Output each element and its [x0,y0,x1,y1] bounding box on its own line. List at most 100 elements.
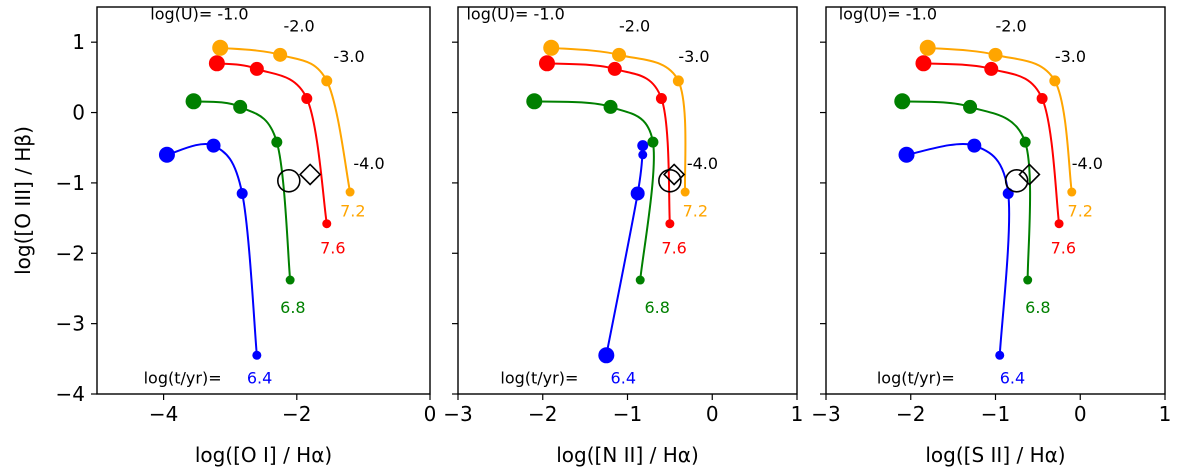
data-point [607,61,622,76]
panel-3: log(U)= -1.0 -2.0 -3.0 -4.0 7.2 7.6 6.8 log(t/y… [811,5,1171,467]
y-tick-label: 0 [72,101,85,125]
series-7.2 [543,39,690,197]
panel-1: log(U)= -1.0 -2.0 -3.0 -4.0 7.2 7.6 6.8 log(t/y… [11,5,436,467]
data-point [252,350,262,360]
annotation-label: log(t/yr)= [500,368,578,387]
x-tick-label: −4 [149,402,178,426]
data-point [322,219,332,229]
data-point [1002,187,1014,199]
data-point [915,55,932,72]
data-point [647,136,659,148]
series-line [927,46,1073,193]
series-7.6 [538,55,675,229]
annotation-label: -3.0 [333,47,364,66]
data-point [967,138,982,153]
series-7.6 [915,55,1064,229]
observed-diamond-marker [1018,163,1041,186]
x-tick-label: 0 [424,402,437,426]
series-line [546,62,671,224]
annotation-label: -2.0 [283,17,314,36]
axes-frame [96,6,431,395]
x-tick-label: −2 [282,402,311,426]
data-point [208,55,225,72]
x-tick-label: 0 [706,402,719,426]
series-line [923,62,1061,224]
data-point [301,92,313,104]
series-7.6 [208,55,332,229]
annotation-label: 6.4 [611,368,636,387]
data-point [206,138,221,153]
data-point [285,275,295,285]
y-tick-label: 1 [72,30,85,54]
data-point [1023,275,1033,285]
axes-frame [457,6,798,395]
series-line [605,143,645,356]
data-point [898,146,915,163]
y-axis-label: log([O III] / Hβ) [11,126,35,275]
observed-diamond-marker [662,163,686,186]
data-point [233,99,248,114]
annotation-label: -4.0 [687,154,718,173]
data-point [665,219,675,229]
annotation-label: 7.6 [1051,238,1076,257]
annotation-label: 7.2 [683,202,708,221]
annotation-label: log(U)= -1.0 [150,5,248,24]
series-6.4 [158,138,262,360]
data-point [1019,136,1031,148]
series-line [906,142,1011,356]
data-point [345,187,355,197]
annotation-label: 7.6 [661,238,686,257]
annotation-label: 6.8 [1025,298,1050,317]
series-line [216,62,328,224]
data-point [598,347,615,364]
annotation-label: 6.4 [247,368,272,387]
data-point [894,93,911,110]
x-tick-label: −1 [981,402,1010,426]
data-point [984,61,999,76]
series-7.2 [212,39,355,197]
data-point [603,99,618,114]
data-point [1036,92,1048,104]
x-tick-label: 0 [1074,402,1087,426]
y-tick-label: −1 [56,171,85,195]
series-line [902,100,1032,281]
data-point [963,99,978,114]
data-point [638,150,648,160]
annotation-label: log(U)= -1.0 [839,5,937,24]
data-point [680,187,690,197]
annotation-label: 6.8 [280,298,305,317]
data-point [158,146,175,163]
x-tick-label: −3 [811,402,840,426]
annotation-label: 7.2 [340,202,365,221]
annotation-label: log(t/yr)= [877,368,955,387]
series-line [193,100,292,281]
data-point [672,75,684,87]
series-7.2 [919,39,1077,197]
data-point [1067,187,1077,197]
x-axis-label: log([N II] / Hα) [556,443,699,467]
observed-circle-marker [277,168,301,193]
data-point [637,140,649,152]
annotation-label: 6.8 [644,298,669,317]
observed-circle-marker [1004,168,1029,193]
data-point [185,93,202,110]
data-point [612,47,627,62]
annotation-label: log(U)= -1.0 [466,5,564,24]
data-point [988,47,1003,62]
annotation-label: 6.4 [1000,368,1025,387]
series-6.8 [185,93,295,285]
annotation-label: -4.0 [353,154,384,173]
data-point [1049,75,1061,87]
data-point [526,93,543,110]
x-axis-label: log([O I] / Hα) [195,443,332,467]
annotation-label: 7.2 [1068,202,1093,221]
x-tick-label: −2 [896,402,925,426]
x-tick-label: −1 [613,402,642,426]
series-line [534,100,655,281]
series-6.8 [526,93,659,285]
series-6.4 [598,140,649,364]
data-point [321,75,333,87]
panel-2: log(U)= -1.0 -2.0 -3.0 -4.0 7.2 7.6 6.8 log(t/y… [443,5,803,467]
